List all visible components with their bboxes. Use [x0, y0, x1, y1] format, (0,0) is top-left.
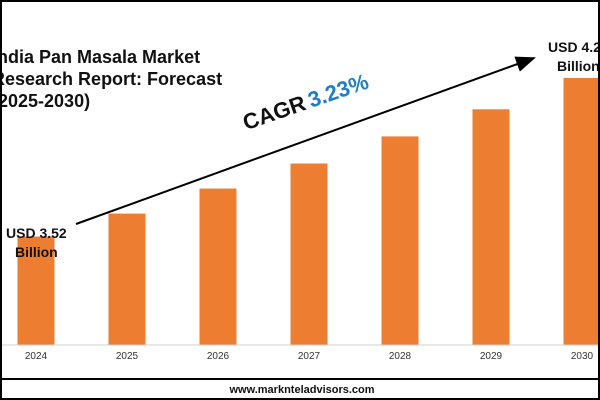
- x-tick-label-2024: 2024: [25, 351, 48, 362]
- bar-2029: [472, 109, 510, 345]
- x-tick-label-2029: 2029: [480, 351, 503, 362]
- chart-title: India Pan Masala Market Research Report:…: [0, 46, 223, 112]
- bar-2027: [290, 163, 328, 345]
- end-value-label: USD 4.28 Billion: [548, 38, 600, 76]
- start-value-amount: USD 3.52: [6, 225, 67, 241]
- bar-2025: [108, 213, 146, 345]
- x-tick-label-2028: 2028: [389, 351, 412, 362]
- x-tick-label-2027: 2027: [298, 351, 321, 362]
- bar-2026: [199, 188, 237, 345]
- end-value-unit: Billion: [556, 58, 600, 74]
- cagr-trend-arrow: [75, 56, 536, 225]
- x-tick-label-2030: 2030: [571, 351, 594, 362]
- start-value-unit: Billion: [14, 244, 58, 260]
- bar-2028: [381, 136, 419, 345]
- title-line-1: India Pan Masala Market: [0, 47, 201, 67]
- bar-2024: [17, 236, 55, 345]
- footer-website: www.marknteladvisors.com: [2, 378, 598, 398]
- end-value-amount: USD 4.28: [548, 39, 598, 55]
- title-line-3: (2025-2030): [0, 91, 91, 111]
- title-line-2: Research Report: Forecast: [0, 69, 223, 89]
- start-value-label: USD 3.52 Billion: [6, 224, 67, 262]
- x-tick-label-2025: 2025: [116, 351, 139, 362]
- bar-2030: [563, 78, 598, 345]
- x-tick-label-2026: 2026: [207, 351, 230, 362]
